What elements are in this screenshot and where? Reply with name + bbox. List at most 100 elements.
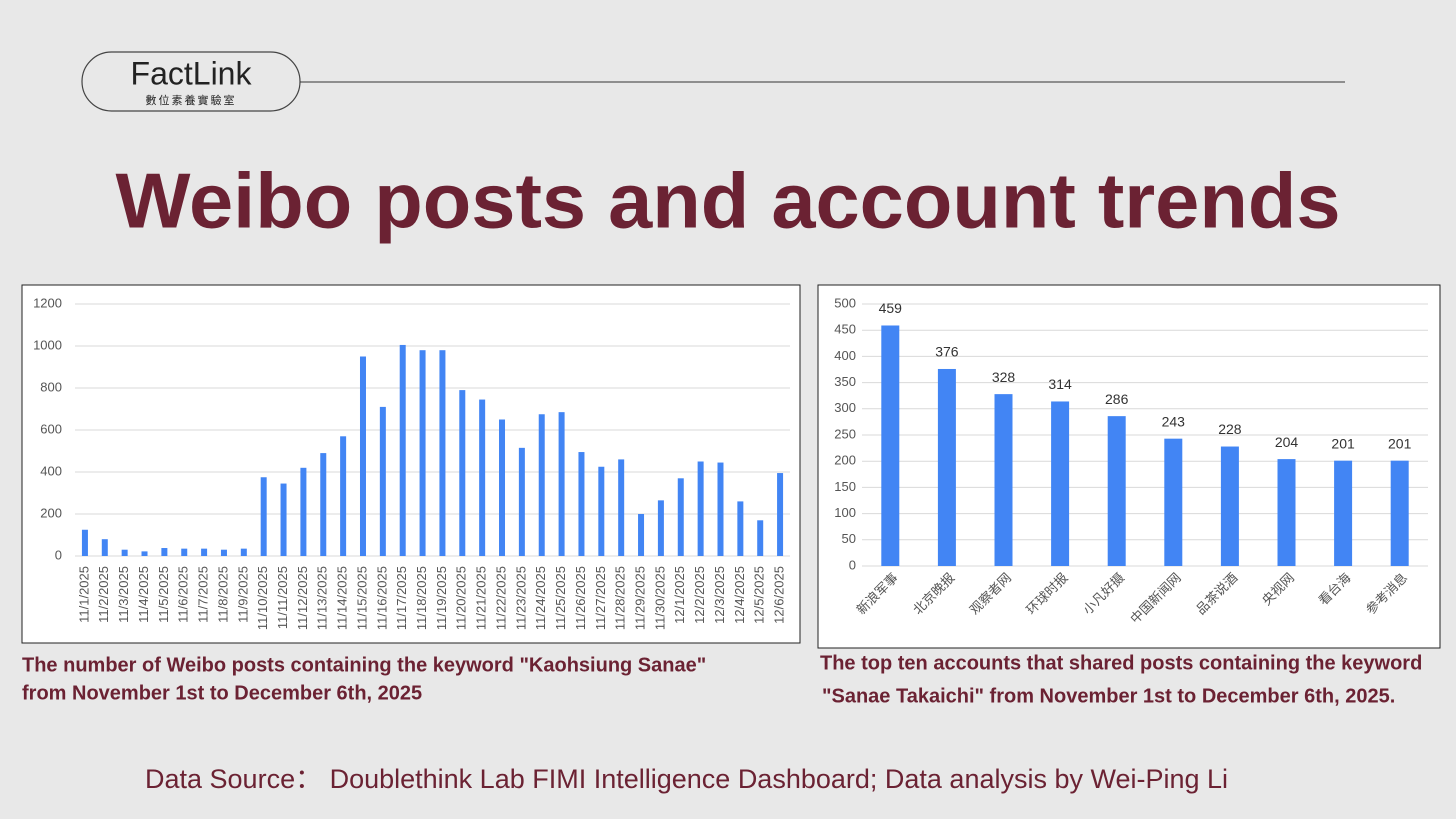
x-tick-label: 11/9/2025 (235, 566, 250, 623)
x-tick-label: 12/6/2025 (772, 566, 787, 624)
y-tick-label: 100 (834, 505, 856, 520)
bar (777, 473, 784, 556)
bar (399, 344, 406, 556)
x-tick-label: 11/8/2025 (215, 566, 230, 623)
data-label: 201 (1388, 435, 1412, 451)
x-tick-label: 11/4/2025 (136, 566, 151, 623)
y-tick-label: 400 (40, 463, 62, 478)
bar (280, 483, 287, 556)
bar (657, 500, 664, 556)
y-tick-label: 1200 (33, 295, 62, 310)
y-tick-label: 200 (834, 453, 856, 468)
bar (638, 514, 645, 556)
x-tick-label: 11/26/2025 (573, 566, 588, 630)
y-tick-label: 300 (834, 400, 856, 415)
bar (1220, 446, 1239, 566)
chart-caption: The number of Weibo posts containing the… (22, 654, 706, 676)
y-tick-label: 450 (834, 322, 856, 337)
chart-caption: from November 1st to December 6th, 2025 (22, 682, 422, 704)
x-tick-label: 11/12/2025 (295, 566, 310, 630)
x-tick-label: 11/20/2025 (454, 566, 469, 630)
chart-caption: The top ten accounts that shared posts c… (820, 652, 1422, 674)
data-label: 201 (1331, 435, 1355, 451)
bar (558, 412, 565, 556)
bar (1277, 459, 1296, 566)
bar (359, 356, 366, 556)
bar (479, 399, 486, 556)
bar (419, 350, 426, 556)
logo-subtitle: 數位素養實驗室 (146, 93, 237, 107)
chart-panel (21, 284, 801, 644)
x-tick-label: 12/3/2025 (712, 566, 727, 624)
bar (994, 394, 1013, 566)
y-tick-label: 0 (849, 557, 856, 572)
x-tick-label: 11/2/2025 (96, 566, 111, 623)
bar (538, 414, 545, 556)
bar (101, 539, 108, 556)
slide-title: Weibo posts and account trends (116, 157, 1341, 245)
bar (141, 551, 148, 556)
x-tick-label: 11/11/2025 (275, 566, 290, 629)
data-label: 459 (879, 300, 903, 316)
bar (618, 459, 625, 556)
bar (260, 477, 267, 556)
data-label: 314 (1048, 376, 1072, 392)
x-tick-label: 11/29/2025 (632, 566, 647, 630)
chart-caption: "Sanae Takaichi" from November 1st to De… (822, 685, 1395, 707)
logo-name: FactLink (131, 55, 253, 91)
bar (121, 549, 128, 556)
data-label: 228 (1218, 421, 1242, 437)
x-tick-label: 11/27/2025 (593, 566, 608, 630)
x-tick-label: 11/18/2025 (414, 566, 429, 630)
y-tick-label: 50 (842, 531, 856, 546)
x-tick-label: 11/19/2025 (434, 566, 449, 630)
x-tick-label: 11/3/2025 (116, 566, 131, 623)
bar (240, 548, 247, 556)
bar (300, 467, 307, 556)
bar (737, 501, 744, 556)
data-label: 328 (992, 369, 1016, 385)
x-tick-label: 11/23/2025 (513, 566, 528, 630)
x-tick-label: 11/13/2025 (315, 566, 330, 630)
x-tick-label: 11/6/2025 (176, 566, 191, 623)
bar (881, 325, 900, 566)
x-tick-label: 11/24/2025 (533, 566, 548, 630)
x-tick-label: 11/7/2025 (196, 566, 211, 623)
x-tick-label: 11/28/2025 (613, 566, 628, 630)
bar (937, 368, 956, 566)
data-label: 376 (935, 344, 959, 360)
bar (220, 549, 227, 556)
y-tick-label: 150 (834, 479, 856, 494)
x-tick-label: 11/10/2025 (255, 566, 270, 630)
x-tick-label: 12/5/2025 (752, 566, 767, 624)
bar (1051, 401, 1070, 566)
y-tick-label: 800 (40, 379, 62, 394)
source-note: Data Source： Doublethink Lab FIMI Intell… (145, 764, 1228, 794)
data-label: 204 (1275, 434, 1299, 450)
bar (459, 390, 466, 556)
bar (161, 548, 168, 556)
bar (340, 436, 347, 556)
bar (81, 529, 88, 556)
data-label: 243 (1162, 413, 1186, 429)
y-tick-label: 200 (40, 505, 62, 520)
bar (578, 452, 585, 556)
y-tick-label: 1000 (33, 337, 62, 352)
y-tick-label: 350 (834, 374, 856, 389)
bar (717, 462, 724, 556)
bar (1334, 460, 1353, 566)
bar (697, 461, 704, 556)
y-tick-label: 500 (834, 295, 856, 310)
bar (320, 453, 327, 556)
x-tick-label: 11/14/2025 (335, 566, 350, 630)
bar (1107, 416, 1126, 566)
y-tick-label: 250 (834, 426, 856, 441)
data-label: 286 (1105, 391, 1129, 407)
x-tick-label: 11/5/2025 (156, 566, 171, 623)
x-tick-label: 11/1/2025 (76, 566, 91, 623)
bar (677, 478, 684, 556)
bar (499, 419, 506, 556)
x-tick-label: 11/22/2025 (493, 566, 508, 630)
x-tick-label: 12/2/2025 (692, 566, 707, 624)
